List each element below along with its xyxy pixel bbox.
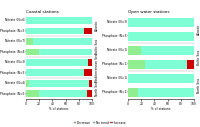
Bar	[128, 46, 141, 55]
Bar	[187, 60, 194, 69]
Bar	[39, 49, 92, 55]
Bar	[33, 38, 92, 45]
Text: Baltic Sea: Baltic Sea	[95, 39, 99, 54]
Text: Mediterranean Sea: Mediterranean Sea	[95, 53, 99, 82]
Text: North Sea: North Sea	[197, 78, 200, 93]
Bar	[128, 88, 138, 97]
Bar	[141, 46, 194, 55]
X-axis label: % of stations: % of stations	[49, 107, 69, 111]
Text: Coastal stations: Coastal stations	[26, 10, 59, 14]
Text: Atlantic: Atlantic	[197, 23, 200, 35]
Bar	[128, 18, 194, 27]
X-axis label: % of stations: % of stations	[151, 107, 171, 111]
Bar	[89, 80, 92, 87]
Legend: Decrease, No trend, Increase: Decrease, No trend, Increase	[73, 120, 127, 125]
Bar	[26, 17, 92, 24]
Bar	[128, 60, 145, 69]
Bar	[88, 59, 92, 66]
Bar	[84, 28, 92, 34]
Bar	[26, 59, 88, 66]
Bar	[87, 90, 92, 97]
Bar	[128, 32, 194, 41]
Bar	[128, 74, 194, 83]
Bar	[26, 80, 29, 87]
Text: Atlantic: Atlantic	[95, 20, 99, 31]
Bar	[26, 49, 39, 55]
Bar	[29, 80, 89, 87]
Text: North Sea: North Sea	[95, 81, 99, 96]
Text: Baltic Sea: Baltic Sea	[197, 50, 200, 65]
Bar	[26, 38, 33, 45]
Bar	[138, 88, 194, 97]
Bar	[84, 69, 92, 76]
Bar	[26, 69, 84, 76]
Bar	[26, 90, 39, 97]
Text: Open water stations: Open water stations	[128, 10, 170, 14]
Bar	[26, 28, 84, 34]
Bar	[145, 60, 187, 69]
Bar	[39, 90, 87, 97]
